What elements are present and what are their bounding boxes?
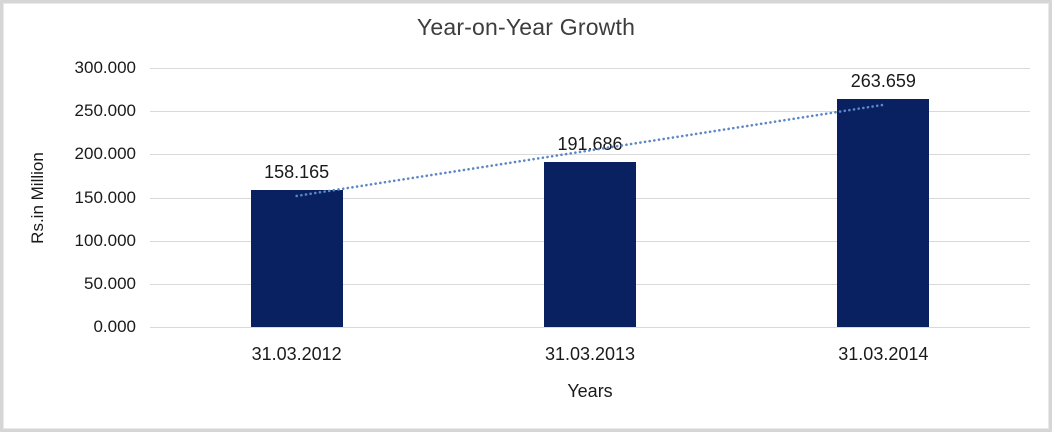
gridline xyxy=(150,68,1030,69)
chart-title: Year-on-Year Growth xyxy=(416,14,636,40)
y-tick-label: 250.000 xyxy=(74,101,136,121)
x-tick-label: 31.03.2014 xyxy=(838,344,929,364)
y-tick-label: 200.000 xyxy=(74,144,136,164)
y-tick-label: 100.000 xyxy=(74,230,136,250)
gridline xyxy=(150,327,1030,328)
x-tick-label: 31.03.2013 xyxy=(544,344,636,364)
x-tick-label: 31.03.2012 xyxy=(251,344,342,364)
y-tick-label: 50.000 xyxy=(84,273,136,293)
bar-value-label: 263.659 xyxy=(850,71,916,92)
y-tick-label: 0.000 xyxy=(93,317,136,336)
x-axis-title: Years xyxy=(567,381,613,401)
y-tick-label: 300.000 xyxy=(74,58,136,77)
bar-31.03.2014[interactable] xyxy=(837,99,930,327)
bar-31.03.2012[interactable] xyxy=(250,190,343,327)
bar-31.03.2013[interactable] xyxy=(544,161,636,327)
bar-value-label: 191.686 xyxy=(557,133,623,154)
bar-value-label: 158.165 xyxy=(264,162,330,183)
y-tick-label: 150.000 xyxy=(74,187,136,207)
